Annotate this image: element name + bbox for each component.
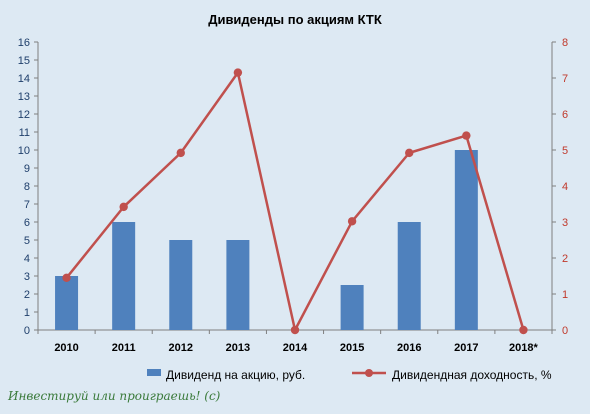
right-tick-label: 2 xyxy=(562,253,568,265)
line-point xyxy=(119,202,128,212)
bar xyxy=(169,240,193,330)
bar xyxy=(55,276,79,330)
left-tick-label: 15 xyxy=(18,55,30,67)
bar xyxy=(112,222,136,330)
left-tick-label: 13 xyxy=(18,91,30,103)
left-tick-label: 14 xyxy=(18,73,30,85)
left-tick-label: 2 xyxy=(24,289,30,301)
left-tick-label: 16 xyxy=(18,37,30,49)
x-tick-label: 2018* xyxy=(509,342,538,354)
x-tick-label: 2016 xyxy=(397,342,421,354)
x-tick-label: 2012 xyxy=(169,342,193,354)
left-tick-label: 4 xyxy=(24,253,30,265)
left-tick-label: 1 xyxy=(24,307,30,319)
left-tick-label: 11 xyxy=(19,127,30,139)
line-point xyxy=(176,148,185,158)
left-tick-label: 5 xyxy=(24,235,30,247)
x-tick-label: 2011 xyxy=(112,342,136,354)
legend-bar-swatch xyxy=(147,369,161,376)
line-point xyxy=(233,68,243,77)
left-tick-label: 12 xyxy=(18,109,30,121)
left-tick-label: 6 xyxy=(24,217,30,229)
line-point xyxy=(290,325,300,335)
x-tick-label: 2010 xyxy=(54,342,78,354)
x-tick-label: 2015 xyxy=(340,342,364,354)
right-tick-label: 3 xyxy=(562,217,568,229)
line-point xyxy=(462,131,471,140)
chart-title: Дивиденды по акциям КТК xyxy=(208,12,382,27)
line-point xyxy=(347,217,357,226)
left-tick-label: 8 xyxy=(24,181,30,193)
bar xyxy=(397,222,421,330)
bar xyxy=(340,285,364,330)
right-tick-label: 0 xyxy=(562,325,568,337)
line-series xyxy=(62,68,528,335)
x-tick-label: 2014 xyxy=(283,342,308,354)
legend-bar-label: Дивиденд на акцию, руб. xyxy=(166,368,305,382)
right-tick-label: 1 xyxy=(562,289,568,301)
legend: Дивиденд на акцию, руб. Дивидендная дохо… xyxy=(147,368,552,382)
line-point xyxy=(519,325,528,335)
left-tick-label: 0 xyxy=(24,325,30,337)
x-tick-label: 2017 xyxy=(454,342,478,354)
watermark-text: Инвестируй или проиграешь! (с) xyxy=(7,389,221,403)
x-tick-label: 2013 xyxy=(226,342,250,354)
left-tick-label: 7 xyxy=(24,199,30,211)
right-tick-label: 7 xyxy=(562,73,568,85)
right-tick-label: 8 xyxy=(562,37,568,49)
left-tick-label: 9 xyxy=(24,163,30,175)
legend-line-marker xyxy=(365,369,373,377)
left-tick-label: 10 xyxy=(18,145,30,157)
right-tick-label: 5 xyxy=(562,145,568,157)
right-tick-label: 6 xyxy=(562,109,568,121)
bar xyxy=(226,240,250,330)
line-point xyxy=(405,148,414,158)
left-tick-label: 3 xyxy=(24,271,30,283)
bar-series xyxy=(55,150,478,330)
legend-line-label: Дивидендная доходность, % xyxy=(392,368,552,382)
right-tick-label: 4 xyxy=(562,181,568,193)
line-point xyxy=(62,273,71,282)
bar xyxy=(454,150,478,330)
